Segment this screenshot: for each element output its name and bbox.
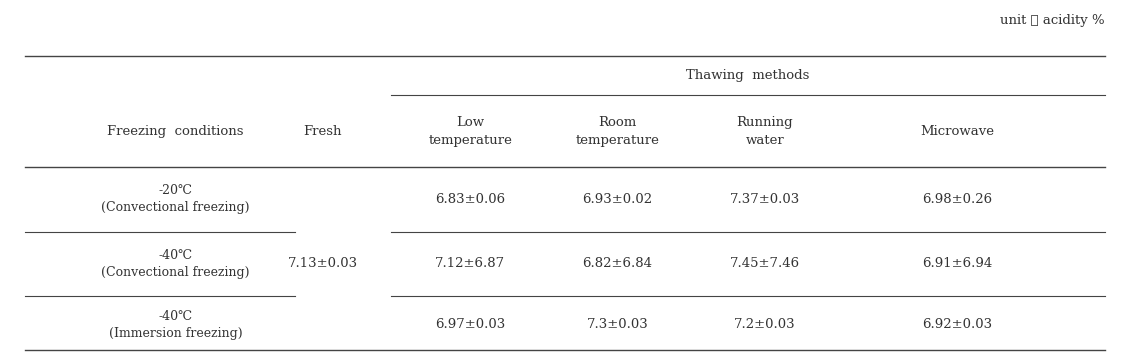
Text: Low
temperature: Low temperature (428, 116, 512, 146)
Text: 7.3±0.03: 7.3±0.03 (587, 318, 648, 331)
Text: 7.12±6.87: 7.12±6.87 (435, 257, 505, 270)
Text: 7.2±0.03: 7.2±0.03 (734, 318, 795, 331)
Text: unit ： acidity %: unit ： acidity % (1000, 14, 1105, 27)
Text: -40℃
(Immersion freezing): -40℃ (Immersion freezing) (109, 310, 242, 340)
Text: Running
water: Running water (736, 116, 793, 146)
Text: 6.82±6.84: 6.82±6.84 (582, 257, 653, 270)
Text: -20℃
(Convectional freezing): -20℃ (Convectional freezing) (101, 184, 250, 214)
Text: Fresh: Fresh (304, 125, 342, 137)
Text: Freezing  conditions: Freezing conditions (108, 125, 244, 137)
Text: Microwave: Microwave (920, 125, 995, 137)
Text: 7.37±0.03: 7.37±0.03 (730, 193, 800, 206)
Text: 6.92±0.03: 6.92±0.03 (922, 318, 993, 331)
Text: 6.91±6.94: 6.91±6.94 (922, 257, 993, 270)
Text: 7.45±7.46: 7.45±7.46 (730, 257, 800, 270)
Text: 6.93±0.02: 6.93±0.02 (582, 193, 653, 206)
Text: 7.13±0.03: 7.13±0.03 (288, 257, 358, 270)
Text: -40℃
(Convectional freezing): -40℃ (Convectional freezing) (101, 249, 250, 279)
Text: 6.97±0.03: 6.97±0.03 (435, 318, 505, 331)
Text: 6.98±0.26: 6.98±0.26 (922, 193, 993, 206)
Text: Room
temperature: Room temperature (576, 116, 659, 146)
Text: 6.83±0.06: 6.83±0.06 (435, 193, 505, 206)
Text: Thawing  methods: Thawing methods (687, 69, 809, 82)
